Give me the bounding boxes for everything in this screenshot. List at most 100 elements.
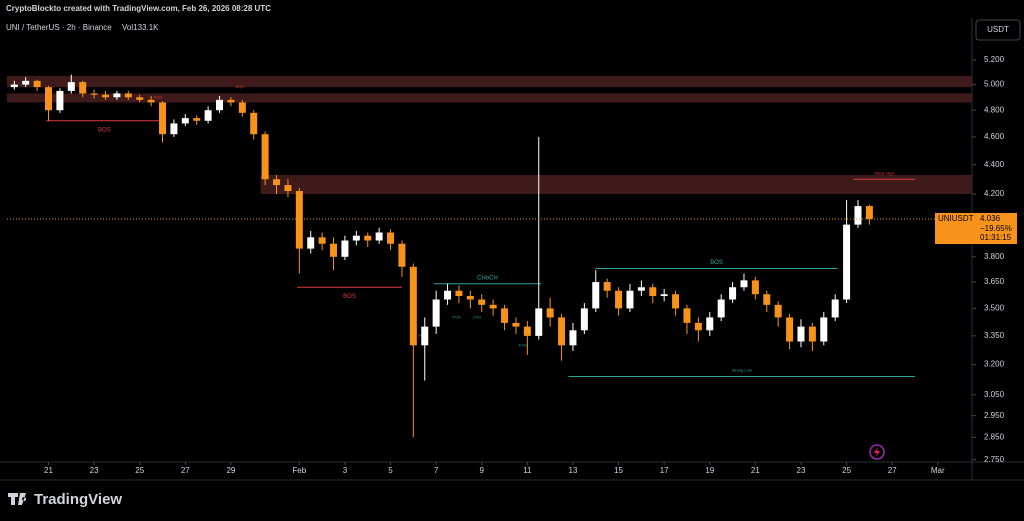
last-price-countdown: 01:31:15 [980, 233, 1012, 242]
candle [295, 188, 303, 274]
candle-body [763, 294, 771, 305]
candle-body [535, 308, 543, 336]
candle [854, 200, 862, 228]
candle-body [546, 308, 554, 318]
structure-label: BOS [710, 260, 723, 266]
candle [227, 97, 235, 107]
y-tick-label: 3.050 [984, 390, 1005, 399]
candle [603, 278, 611, 298]
candle [284, 179, 292, 197]
currency-box[interactable] [975, 19, 1021, 41]
candle [843, 200, 851, 304]
candle-body [432, 299, 440, 327]
candle [444, 283, 452, 305]
candle-body [592, 282, 600, 309]
last-price-box [935, 212, 1017, 244]
candle-body [398, 243, 406, 267]
candle-body [181, 118, 189, 124]
candle-body [124, 93, 132, 98]
candle-body [706, 317, 714, 331]
candle [113, 90, 121, 100]
candle [523, 321, 531, 355]
candle [216, 96, 224, 113]
x-tick-label: 13 [569, 466, 578, 475]
x-tick-label: 15 [614, 466, 623, 475]
candle-body [79, 82, 87, 94]
candle-body [615, 290, 623, 309]
x-tick-label: Mar [931, 466, 945, 475]
candle-body [238, 102, 246, 113]
candle [660, 288, 668, 302]
x-tick-label: Feb [292, 466, 306, 475]
candle-body [444, 290, 452, 300]
candle-body [261, 134, 269, 180]
candle [421, 317, 429, 381]
candle-body [820, 317, 828, 342]
candle [250, 110, 258, 140]
candle-body [341, 240, 349, 257]
currency[interactable]: USDT [987, 25, 1009, 34]
candle [649, 283, 657, 304]
brand: TradingView [34, 491, 122, 508]
candle-body [808, 326, 816, 342]
x-tick-label: 23 [90, 466, 99, 475]
candle-body [204, 110, 212, 121]
candle-body [729, 287, 737, 300]
candle [45, 85, 53, 121]
candle [546, 297, 554, 327]
candle [455, 285, 463, 304]
candle-body [523, 326, 531, 336]
credit: CryptoBlockto created with TradingView.c… [6, 4, 271, 13]
candle-body [250, 112, 258, 135]
candle-body [216, 99, 224, 111]
note: FVG [519, 342, 527, 347]
candle [387, 229, 395, 251]
supply-zone [260, 174, 972, 195]
y-tick-label: 4.400 [984, 160, 1005, 169]
candle-body [603, 282, 611, 291]
x-tick-label: 27 [888, 466, 897, 475]
candle [79, 80, 87, 98]
x-tick-label: 21 [751, 466, 760, 475]
candle [626, 283, 634, 312]
last-price-change: −19.65% [980, 224, 1012, 233]
candle-body [33, 80, 41, 88]
candle [90, 89, 98, 99]
candle-body [478, 299, 486, 305]
candle [763, 290, 771, 312]
candle-body [831, 299, 839, 318]
x-tick-label: 3 [343, 466, 348, 475]
x-tick-label: 7 [434, 466, 439, 475]
candle [352, 230, 360, 246]
y-tick-label: 4.800 [984, 105, 1005, 114]
alert-icon[interactable] [869, 444, 885, 460]
candle [786, 313, 794, 350]
candle [432, 290, 440, 335]
candle [136, 94, 144, 103]
candle [102, 90, 110, 100]
candle [558, 313, 566, 361]
alert-bolt [874, 447, 880, 457]
candle-body [797, 326, 805, 342]
candle-body [466, 295, 474, 300]
candle-body [67, 82, 75, 91]
candle [717, 294, 725, 322]
candle [204, 106, 212, 124]
candle [740, 273, 748, 291]
candle-body [22, 80, 30, 85]
candle [535, 136, 543, 340]
structure-label: Weak High [874, 170, 894, 175]
candle-body [113, 93, 121, 98]
candle [501, 304, 509, 331]
candle [159, 101, 167, 143]
candle-body [717, 299, 725, 318]
note: FVG [453, 314, 461, 319]
candle [124, 90, 132, 100]
candle-body [10, 84, 18, 88]
x-tick-label: 11 [523, 466, 532, 475]
last-price-symbol: UNIUSDT [938, 214, 974, 223]
candle [580, 303, 588, 335]
x-tick-label: 27 [181, 466, 190, 475]
candle-body [170, 123, 178, 135]
